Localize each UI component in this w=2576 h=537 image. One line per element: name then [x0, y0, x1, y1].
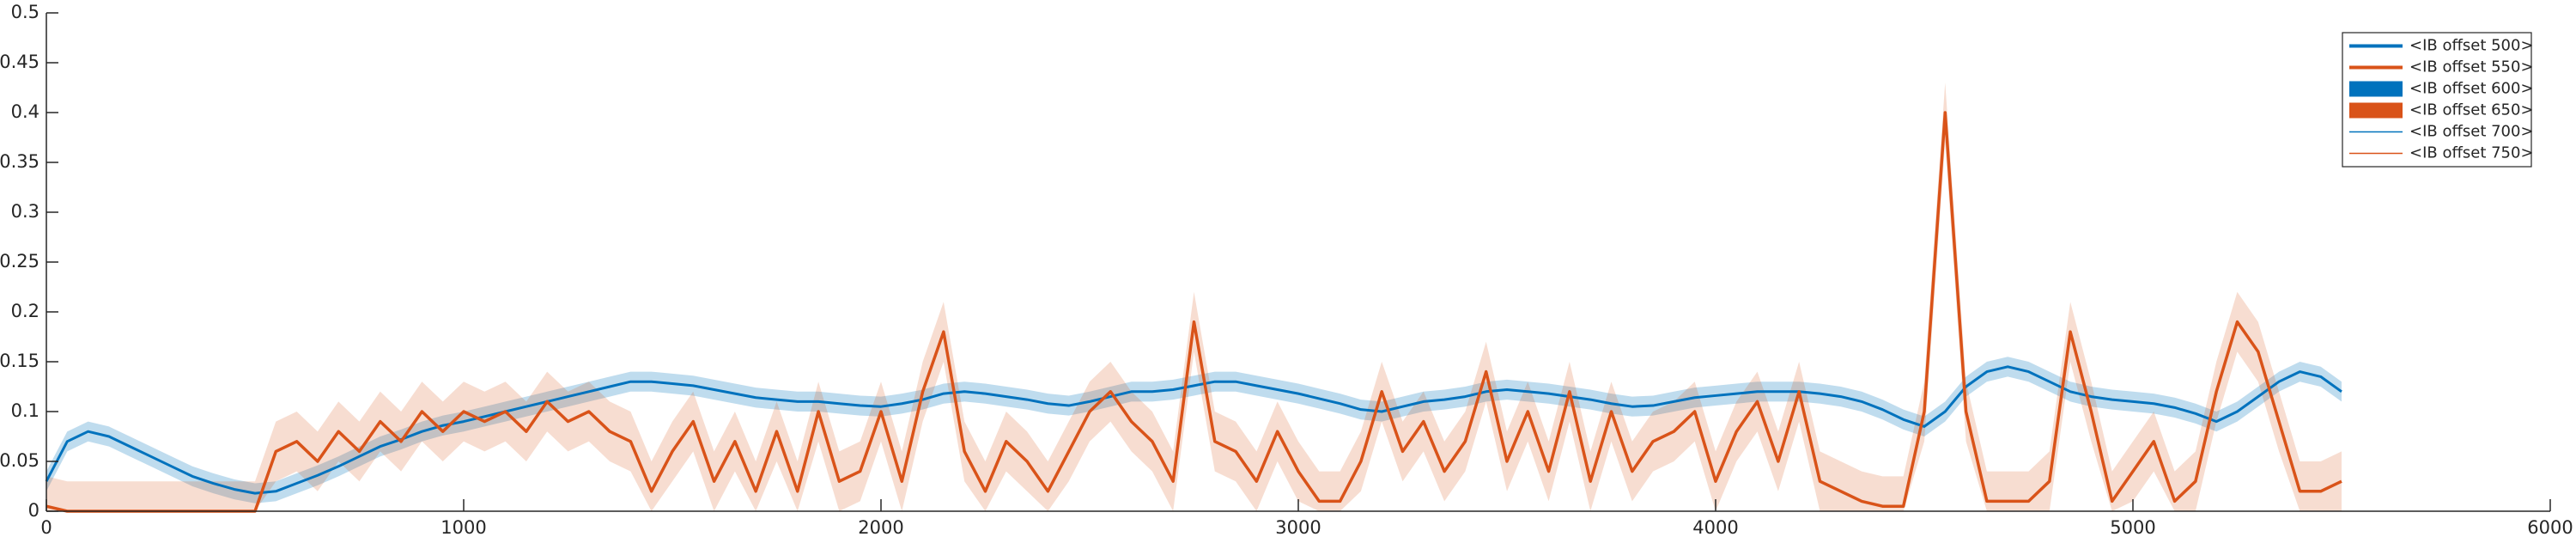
legend-label: <IB offset 750>: [2409, 144, 2534, 162]
legend-label: <IB offset 700>: [2409, 123, 2534, 141]
y-tick-label: 0.4: [11, 101, 39, 122]
x-tick-label: 4000: [1692, 517, 1738, 537]
y-tick-label: 0.45: [0, 52, 39, 72]
y-tick-label: 0.1: [11, 400, 39, 421]
x-tick-label: 5000: [2110, 517, 2155, 537]
y-tick-label: 0.35: [0, 151, 39, 172]
series-line: [46, 111, 2342, 513]
y-tick-label: 0.05: [0, 450, 39, 471]
legend-box: [2342, 32, 2532, 168]
x-tick-label: 0: [40, 517, 52, 537]
legend-swatch: [2349, 81, 2403, 97]
x-tick-label: 3000: [1275, 517, 1321, 537]
x-tick-label: 1000: [440, 517, 486, 537]
x-tick-label: 6000: [2527, 517, 2573, 537]
y-tick-label: 0.2: [11, 301, 39, 321]
legend: <IB offset 500> <IB offset 550> <IB offset…: [2342, 32, 2534, 168]
legend-label: <IB offset 550>: [2409, 58, 2534, 76]
band: [46, 357, 2342, 503]
legend-swatch: [2349, 102, 2403, 119]
legend-label: <IB offset 600>: [2409, 80, 2534, 98]
x-tick-label: 2000: [858, 517, 903, 537]
y-tick-label: 0: [28, 500, 39, 521]
y-tick-label: 0.25: [0, 251, 39, 272]
series-line: [45, 365, 2342, 495]
y-tick-label: 0.15: [0, 351, 39, 371]
legend-label: <IB offset 650>: [2409, 101, 2534, 119]
legend-label: <IB offset 500>: [2409, 37, 2534, 55]
y-tick-label: 0.3: [11, 201, 39, 222]
y-tick-label: 0.5: [11, 2, 39, 22]
band: [46, 82, 2342, 511]
